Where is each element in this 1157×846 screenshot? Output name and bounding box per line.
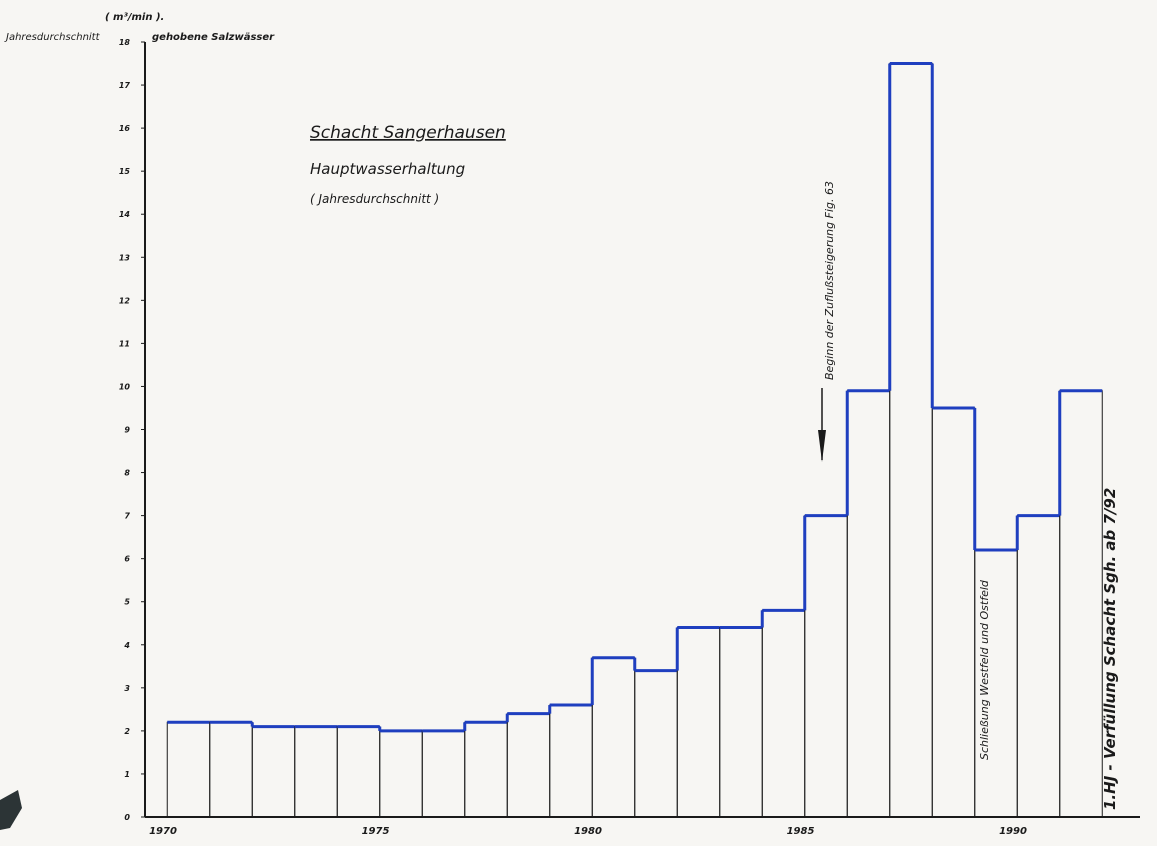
y-label-right: gehobene Salzwässer bbox=[152, 32, 275, 43]
annotation-verfuellung: 1.HJ - Verfüllung Schacht Sgh. ab 7/92 bbox=[1101, 488, 1119, 810]
y-tick-label: 15 bbox=[119, 167, 131, 176]
y-label-left: Jahresdurchschnitt bbox=[4, 32, 101, 43]
bar bbox=[932, 408, 975, 817]
y-tick-label: 18 bbox=[119, 38, 131, 47]
y-tick-label: 6 bbox=[124, 555, 130, 564]
bar bbox=[507, 714, 550, 817]
annotation-schliessung: Schließung Westfeld und Ostfeld bbox=[978, 579, 991, 760]
bar bbox=[720, 628, 763, 817]
y-tick-label: 7 bbox=[124, 512, 130, 521]
bar bbox=[762, 610, 805, 817]
y-tick-label: 1 bbox=[124, 770, 130, 779]
chart-subtitle: Hauptwasserhaltung bbox=[310, 160, 465, 178]
bar bbox=[550, 705, 593, 817]
bar bbox=[890, 64, 933, 817]
bar bbox=[847, 391, 890, 817]
y-tick-label: 5 bbox=[124, 598, 130, 607]
arrow-annotation: Beginn der Zuflußsteigerung Fig. 63 bbox=[818, 181, 836, 462]
chart-title: Schacht Sangerhausen bbox=[310, 123, 506, 143]
bar bbox=[635, 671, 678, 817]
y-tick-label: 3 bbox=[124, 684, 130, 693]
y-tick-label: 8 bbox=[124, 469, 130, 478]
unit-label: ( m³/min ). bbox=[105, 12, 164, 23]
y-tick-label: 12 bbox=[119, 296, 131, 305]
bar bbox=[465, 722, 508, 817]
x-tick-label: 1975 bbox=[362, 826, 390, 837]
bar bbox=[295, 727, 338, 817]
y-tick-label: 2 bbox=[124, 727, 130, 736]
chart-subtitle-2: ( Jahresdurchschnitt ) bbox=[310, 192, 439, 206]
y-tick-label: 14 bbox=[119, 210, 131, 219]
bar bbox=[805, 516, 848, 817]
y-tick-label: 9 bbox=[124, 426, 130, 435]
bar bbox=[380, 731, 423, 817]
y-tick-label: 0 bbox=[124, 813, 130, 822]
y-tick-label: 13 bbox=[119, 253, 131, 262]
x-tick-label: 1970 bbox=[149, 826, 177, 837]
bar bbox=[210, 722, 253, 817]
x-tick-label: 1980 bbox=[574, 826, 602, 837]
x-tick-label: 1985 bbox=[787, 826, 815, 837]
y-tick-label: 4 bbox=[123, 641, 130, 650]
bar bbox=[592, 658, 635, 817]
y-tick-label: 10 bbox=[119, 382, 131, 391]
corner-mark bbox=[0, 790, 22, 830]
bar bbox=[1017, 516, 1060, 817]
bar bbox=[1060, 391, 1103, 817]
bar bbox=[677, 628, 720, 817]
y-tick-label: 11 bbox=[119, 339, 130, 348]
bar bbox=[252, 727, 295, 817]
bar bbox=[337, 727, 380, 817]
annotation-zufluss: Beginn der Zuflußsteigerung Fig. 63 bbox=[823, 181, 836, 380]
y-tick-label: 16 bbox=[119, 124, 131, 133]
bar bbox=[167, 722, 210, 817]
y-tick-label: 17 bbox=[119, 81, 131, 90]
bar bbox=[422, 731, 465, 817]
annotation-arrow-head bbox=[818, 430, 826, 462]
x-tick-label: 1990 bbox=[999, 826, 1027, 837]
